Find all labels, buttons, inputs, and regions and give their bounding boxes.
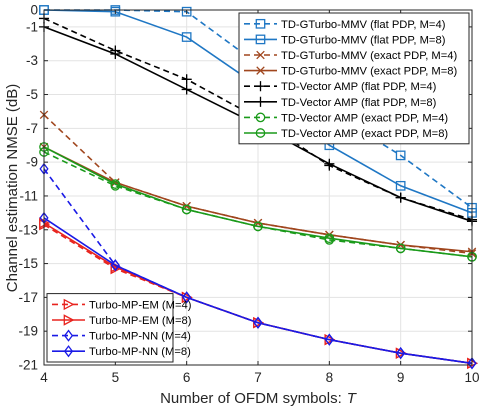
series-3 <box>39 142 477 256</box>
x-tick-label: 10 <box>464 370 479 385</box>
legend-marker <box>255 18 266 29</box>
y-tick-label: -3 <box>26 53 38 68</box>
y-tick-label: -19 <box>18 324 38 339</box>
y-tick-label: -5 <box>26 87 38 102</box>
legend-marker <box>63 345 74 358</box>
x-axis-label-text: Number of OFDM symbols: <box>160 390 342 407</box>
legend-marker <box>63 314 75 326</box>
data-point <box>110 48 121 59</box>
data-point <box>324 158 335 169</box>
data-point <box>395 192 406 203</box>
x-axis-label-var: T <box>347 390 358 407</box>
y-tick-label: -21 <box>18 358 38 373</box>
data-point <box>181 204 192 215</box>
legend-entry-label: TD-GTurbo-MMV (exact PDP, M=8) <box>281 66 458 78</box>
x-tick-label: 6 <box>183 370 191 385</box>
data-point <box>181 84 192 95</box>
y-tick-label: -17 <box>18 290 38 305</box>
data-point <box>395 243 406 254</box>
y-axis-label: Channel estimation NMSE (dB) <box>4 84 21 292</box>
legend-marker <box>255 96 266 107</box>
legend-marker <box>63 298 75 311</box>
data-point <box>110 259 120 272</box>
legend-entry-label: Turbo-MP-EM (M=8) <box>89 315 192 327</box>
data-point <box>181 32 192 42</box>
data-point <box>181 6 192 17</box>
legend-marker <box>256 50 265 60</box>
axis-ticks: 4 5 6 7 8 9 10 0-1 -3 -5 -7 -9 -11 -13 -15 -17 -19 -21 <box>18 3 479 386</box>
legend-bottom-left: Turbo-MP-EM (M=4) Turbo-MP-EM (M=8) Turbo-… <box>46 293 192 363</box>
legend-entry-label: TD-GTurbo-MMV (flat PDP, M=4) <box>281 19 446 31</box>
legend-entry-label: TD-Vector AMP (flat PDP, M=4) <box>281 81 437 93</box>
data-point <box>396 347 406 360</box>
legend-entry-label: Turbo-MP-EM (M=4) <box>89 299 192 311</box>
data-point <box>324 333 334 346</box>
y-tick-label: -9 <box>26 155 38 170</box>
data-point <box>467 357 477 370</box>
series-line <box>43 217 473 365</box>
data-point <box>110 6 121 17</box>
y-tick-label: -11 <box>19 188 38 203</box>
legend-entry-label: TD-GTurbo-MMV (flat PDP, M=8) <box>281 34 446 46</box>
series-line <box>43 146 473 258</box>
series-7 <box>39 142 477 262</box>
data-point <box>324 233 335 244</box>
legend-entry-label: TD-GTurbo-MMV (exact PDP, M=4) <box>281 50 458 62</box>
legend-marker <box>255 34 266 45</box>
legend-entry-label: TD-Vector AMP (exact PDP, M=4) <box>281 112 448 124</box>
legend-box <box>238 12 470 145</box>
x-axis-label: Number of OFDM symbols: T <box>160 390 358 407</box>
legend-layer: TD-GTurbo-MMV (flat PDP, M=4) TD-GTurbo-M… <box>46 12 470 363</box>
legend-marker <box>63 329 74 342</box>
series-11 <box>39 211 477 370</box>
data-point <box>253 221 263 232</box>
data-point <box>181 74 192 85</box>
legend-entry-label: Turbo-MP-NN (M=4) <box>89 331 191 343</box>
x-tick-label: 9 <box>397 370 405 385</box>
data-point <box>395 150 406 161</box>
y-tick-label: 0 <box>30 3 38 18</box>
legend-marker <box>255 81 266 92</box>
y-tick-label: -1 <box>26 19 38 34</box>
data-point <box>253 316 263 329</box>
x-tick-label: 5 <box>112 370 120 385</box>
legend-entry-label: Turbo-MP-NN (M=8) <box>89 346 191 358</box>
y-tick-label: -7 <box>26 121 38 136</box>
legend-marker <box>255 128 266 138</box>
legend-top-right: TD-GTurbo-MMV (flat PDP, M=4) TD-GTurbo-M… <box>238 12 470 145</box>
x-tick-label: 8 <box>326 370 334 385</box>
data-point <box>182 291 192 304</box>
data-point <box>110 179 121 189</box>
data-point <box>395 180 406 191</box>
y-tick-label: -15 <box>18 256 38 271</box>
legend-marker <box>255 112 266 123</box>
x-tick-label: 7 <box>254 370 262 385</box>
x-tick-label: 4 <box>40 370 48 385</box>
legend-marker <box>256 66 265 75</box>
legend-entry-label: TD-Vector AMP (exact PDP, M=8) <box>281 128 448 140</box>
y-tick-label: -13 <box>18 222 38 237</box>
legend-entry-label: TD-Vector AMP (flat PDP, M=8) <box>281 97 437 109</box>
